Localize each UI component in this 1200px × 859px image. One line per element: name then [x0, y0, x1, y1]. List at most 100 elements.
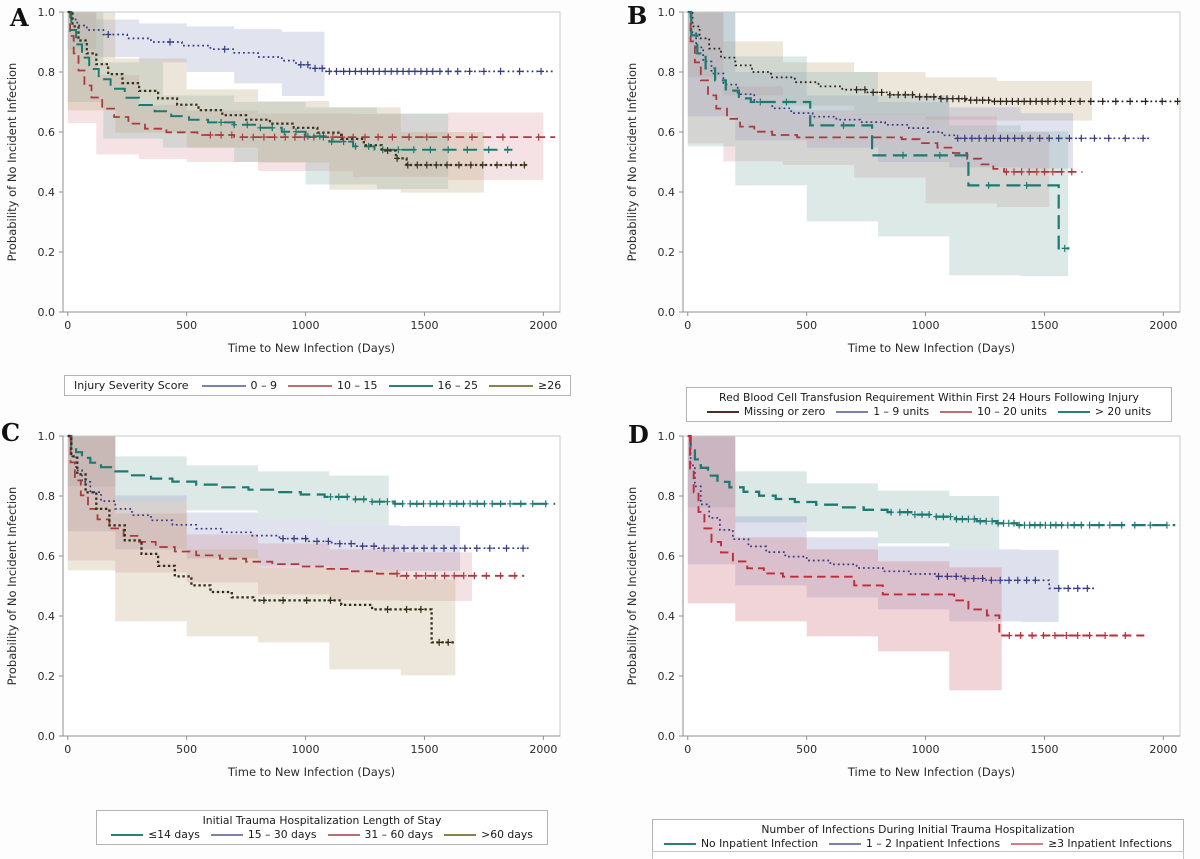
legend-line-sample	[327, 833, 360, 836]
legend-entry-label: ≥26	[538, 379, 562, 392]
x-axis-label: Time to New Infection (Days)	[227, 341, 395, 355]
y-tick-label: 0.6	[658, 126, 676, 139]
legend-line-sample	[111, 833, 144, 836]
ci-band-b-2	[687, 12, 1050, 207]
y-tick-label: 0.8	[658, 66, 676, 79]
x-tick-label: 1000	[292, 743, 320, 756]
legend-entry: ≥3 Inpatient Infections	[1011, 837, 1172, 850]
y-tick-label: 0.2	[38, 670, 56, 683]
x-tick-label: 0	[684, 743, 691, 756]
censor-marks-d-2	[1006, 632, 1129, 639]
y-tick-label: 0.2	[658, 246, 676, 259]
legend-entry-label: > 20 units	[1094, 405, 1152, 418]
x-tick-label: 500	[796, 319, 817, 332]
legend-entries: Missing or zero 1 – 9 units 10 – 20 units >…	[706, 405, 1152, 418]
plot-background	[63, 12, 560, 312]
x-tick-label: 2000	[529, 319, 557, 332]
y-tick-label: 0.8	[658, 490, 676, 503]
y-tick-label: 1.0	[658, 430, 676, 443]
legend-line-sample	[489, 384, 534, 387]
legend-line-sample	[940, 410, 973, 413]
y-tick-label: 0.0	[658, 730, 676, 743]
legend-entry: >60 days	[444, 828, 533, 841]
legend-line-sample	[388, 384, 433, 387]
y-tick-label: 1.0	[38, 430, 56, 443]
legend-title: Red Blood Cell Transfusion Requirement W…	[719, 391, 1139, 404]
legend-entry-label: >60 days	[481, 828, 533, 841]
legend-entry-label: Missing or zero	[743, 405, 826, 418]
panel-letter-d: D	[628, 420, 649, 449]
x-tick-label: 1500	[1030, 743, 1058, 756]
x-tick-label: 1500	[1030, 319, 1058, 332]
ci-band-c-2	[67, 436, 473, 601]
legend-entry: > 20 units	[1057, 405, 1152, 418]
legend-entry-label: 10 – 20 units	[977, 405, 1047, 418]
plot-background	[683, 436, 1180, 736]
censor-marks-b-0	[853, 86, 1181, 105]
x-axis-label: Time to New Infection (Days)	[847, 765, 1015, 779]
plot-background	[683, 12, 1180, 312]
x-tick-label: 500	[176, 319, 197, 332]
legend-entry: 15 – 30 days	[210, 828, 317, 841]
panel-a-plot: 0.0 0.2 0.4 0.6 0.8 1.0 0 500 1000 1500 2000 Time t…	[5, 6, 561, 355]
legend-number-of-infections: Number of Infections During Initial Trau…	[652, 819, 1184, 854]
censor-marks-b-2	[1003, 168, 1075, 176]
partial-legend-box	[652, 851, 1184, 859]
ci-band-a-3	[67, 12, 484, 193]
y-tick-label: 0.4	[658, 186, 676, 199]
y-tick-label: 0.0	[38, 306, 56, 319]
panel-letter-c: C	[1, 418, 21, 447]
legend-entry-label: 15 – 30 days	[247, 828, 317, 841]
legend-line-sample	[706, 410, 739, 413]
legend-entry-label: 0 – 9	[250, 379, 278, 392]
legend-line-sample	[201, 384, 246, 387]
x-tick-label: 500	[176, 743, 197, 756]
y-tick-label: 0.8	[38, 66, 56, 79]
legend-entry: 1 – 9 units	[836, 405, 929, 418]
legend-entry: ≤14 days	[111, 828, 200, 841]
km-curve-b-1	[687, 11, 1152, 140]
x-tick-label: 1000	[912, 319, 940, 332]
ci-band-a-1	[67, 12, 544, 180]
panel-letter-b: B	[627, 1, 648, 30]
censor-marks-d-0	[888, 508, 1170, 529]
x-tick-label: 1500	[410, 743, 438, 756]
panel-c-plot: 0.0 0.2 0.4 0.6 0.8 1.0 0 500 1000 1500 2000 Time t…	[5, 430, 561, 779]
censor-marks-b-3	[757, 98, 1068, 252]
ci-band-b-1	[687, 12, 1073, 169]
panel-letter-a: A	[10, 3, 29, 32]
ci-band-c-1	[67, 436, 461, 571]
y-tick-label: 0.6	[38, 550, 56, 563]
censor-marks-b-1	[954, 134, 1147, 142]
km-curve-a-1	[67, 11, 556, 138]
legend-entry-label: 1 – 2 Inpatient Infections	[866, 837, 1001, 850]
y-axis-label: Probability of No Incident Infection	[625, 487, 639, 686]
legend-line-sample	[663, 842, 696, 845]
y-tick-label: 0.2	[38, 246, 56, 259]
x-tick-label: 500	[796, 743, 817, 756]
y-axis-label: Probability of No Incident Infection	[5, 63, 19, 262]
y-tick-label: 1.0	[658, 6, 676, 19]
legend-title: Injury Severity Score	[74, 379, 189, 392]
legend-entry: 1 – 2 Inpatient Infections	[829, 837, 1000, 850]
km-curve-b-0	[687, 11, 1180, 103]
ci-band-a-0	[67, 12, 325, 96]
y-tick-label: 1.0	[38, 6, 56, 19]
legend-entry: 10 – 20 units	[940, 405, 1047, 418]
y-tick-label: 0.8	[38, 490, 56, 503]
x-tick-label: 0	[64, 743, 71, 756]
y-axis-label: Probability of No Incident Infection	[5, 487, 19, 686]
legend-entry-label: No Inpatient Infection	[700, 837, 819, 850]
x-tick-label: 0	[684, 319, 691, 332]
censor-marks-d-1	[935, 572, 1091, 592]
y-tick-label: 0.6	[658, 550, 676, 563]
legend-entry: 31 – 60 days	[327, 828, 433, 841]
legend-line-sample	[1011, 842, 1044, 845]
x-tick-label: 2000	[1149, 743, 1177, 756]
x-tick-label: 0	[64, 319, 71, 332]
ci-band-c-3	[67, 436, 456, 676]
ci-band-c-0	[67, 436, 389, 526]
km-curve-c-3	[67, 434, 456, 644]
censor-marks-a-2	[218, 118, 511, 154]
legend-line-sample	[288, 384, 333, 387]
